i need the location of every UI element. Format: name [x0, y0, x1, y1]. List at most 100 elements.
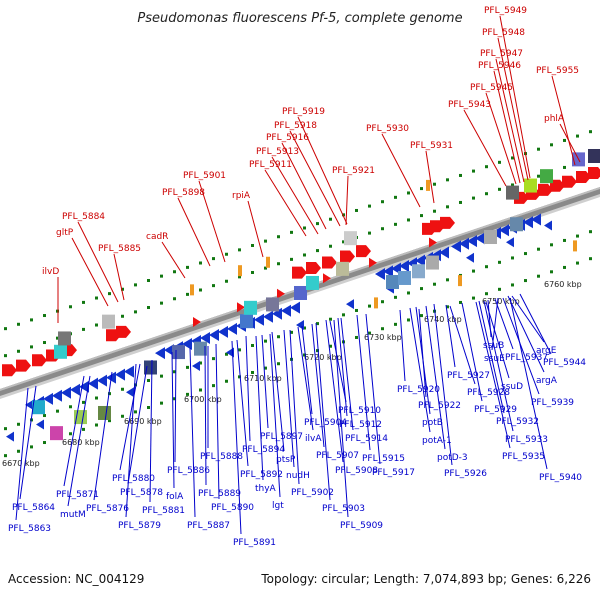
top-gene-label: PFL_5918: [274, 121, 317, 131]
top-callout-line: [247, 200, 264, 258]
forward-gene-arrow: [277, 288, 285, 299]
inner-reverse-tick: [498, 260, 501, 264]
tick-ring-layer: [4, 130, 592, 458]
bottom-gene-label: PFL_5890: [211, 503, 254, 513]
feature-block: [506, 185, 519, 200]
bottom-gene-label: PFL_5892: [240, 470, 283, 480]
bottom-callout-line: [269, 333, 281, 498]
bottom-callout-line: [283, 329, 295, 468]
inner-reverse-tick: [524, 252, 527, 256]
inner-reverse-tick: [264, 339, 267, 343]
bottom-gene-label: PFL_5907: [316, 451, 359, 461]
outer-forward-tick: [108, 292, 111, 296]
bottom-callout-line: [261, 334, 269, 429]
top-callout-line: [77, 221, 119, 303]
outer-forward-tick: [290, 230, 293, 234]
outer-forward-tick: [277, 235, 280, 239]
inner-forward-tick: [511, 183, 514, 187]
bottom-gene-label: PFL_5887: [187, 521, 230, 531]
bottom-callout-line: [329, 320, 347, 403]
forward-gene-arrow: [116, 325, 131, 338]
bottom-gene-label: PFL_5914: [345, 434, 388, 444]
reverse-gene-arrow: [88, 377, 98, 390]
bottom-callout-line: [325, 319, 344, 463]
outer-forward-tick: [563, 138, 566, 142]
top-gene-label: PFL_5949: [484, 6, 527, 16]
top-callout-line: [198, 180, 226, 263]
reverse-gene-arrow: [126, 387, 134, 398]
inner-reverse-tick: [511, 256, 514, 260]
inner-reverse-tick: [303, 326, 306, 330]
bottom-callout-line: [15, 387, 29, 521]
outer-forward-tick: [407, 191, 410, 195]
outer-reverse-tick: [303, 353, 306, 357]
inner-reverse-tick: [368, 304, 371, 308]
outer-forward-tick: [394, 195, 397, 199]
bottom-callout-line: [171, 351, 175, 489]
outer-reverse-tick: [4, 454, 7, 458]
outer-reverse-tick: [82, 427, 85, 431]
inner-forward-tick: [251, 270, 254, 274]
reverse-gene-arrow: [155, 347, 165, 360]
bottom-gene-label: PFL_5939: [531, 398, 574, 408]
bottom-gene-label: PFL_5926: [444, 469, 487, 479]
reverse-gene-arrow: [467, 235, 477, 248]
inner-reverse-tick: [446, 278, 449, 282]
top-gene-label: PFL_5911: [249, 160, 292, 170]
top-gene-label: phlA: [544, 114, 565, 124]
outer-forward-tick: [303, 226, 306, 230]
top-gene-label: gltP: [56, 228, 74, 238]
outer-forward-tick: [498, 160, 501, 164]
inner-forward-tick: [17, 349, 20, 353]
top-gene-label: PFL_5946: [478, 61, 521, 71]
bottom-callout-line: [333, 319, 349, 518]
outer-forward-tick: [212, 257, 215, 261]
bottom-callout-line: [485, 301, 510, 379]
outer-reverse-tick: [537, 274, 540, 278]
reverse-gene-arrow: [296, 319, 304, 330]
reverse-gene-arrow: [399, 259, 409, 272]
bottom-gene-label: PFL_5881: [142, 506, 185, 516]
inner-reverse-tick: [485, 265, 488, 269]
reverse-gene-arrow: [182, 338, 192, 351]
bottom-gene-label: PFL_5891: [233, 538, 276, 548]
feature-marker: [573, 240, 577, 252]
bottom-gene-label: potA-1: [422, 436, 452, 446]
top-gene-label: PFL_5955: [536, 66, 579, 76]
bottom-gene-label: PFL_5932: [496, 417, 539, 427]
top-callout-line: [559, 123, 581, 163]
bottom-labels-layer: argEPFL_5944PFL_5937ssuBssuEargAssuDPFL_…: [8, 293, 586, 548]
inner-forward-tick: [303, 253, 306, 257]
inner-reverse-tick: [277, 335, 280, 339]
outer-reverse-tick: [43, 441, 46, 445]
outer-forward-tick: [82, 300, 85, 304]
bottom-gene-label: PFL_5915: [362, 454, 405, 464]
inner-forward-tick: [472, 196, 475, 200]
bottom-callout-line: [236, 339, 249, 467]
inner-forward-tick: [329, 244, 332, 248]
forward-gene-arrow: [16, 359, 31, 372]
outer-forward-tick: [17, 322, 20, 326]
reverse-gene-arrow: [346, 299, 354, 310]
reverse-gene-arrow: [192, 361, 200, 372]
top-callout-line: [485, 92, 517, 185]
bottom-gene-label: PFL_5878: [120, 488, 163, 498]
top-callout-line: [495, 58, 525, 183]
top-gene-label: cadR: [146, 232, 168, 242]
feature-marker: [238, 265, 242, 277]
inner-reverse-tick: [381, 300, 384, 304]
outer-forward-tick: [238, 248, 241, 252]
inner-forward-tick: [316, 249, 319, 253]
feature-marker: [374, 297, 378, 309]
feature-block: [266, 297, 279, 312]
outer-reverse-tick: [355, 335, 358, 339]
bottom-callout-line: [189, 347, 196, 518]
bottom-callout-line: [93, 371, 113, 501]
inner-reverse-tick: [160, 374, 163, 378]
top-callout-line: [161, 241, 186, 279]
reverse-gene-arrow: [451, 240, 461, 253]
outer-forward-tick: [43, 314, 46, 318]
top-gene-label: PFL_5921: [332, 166, 375, 176]
bottom-gene-label: ptsP: [276, 455, 296, 465]
